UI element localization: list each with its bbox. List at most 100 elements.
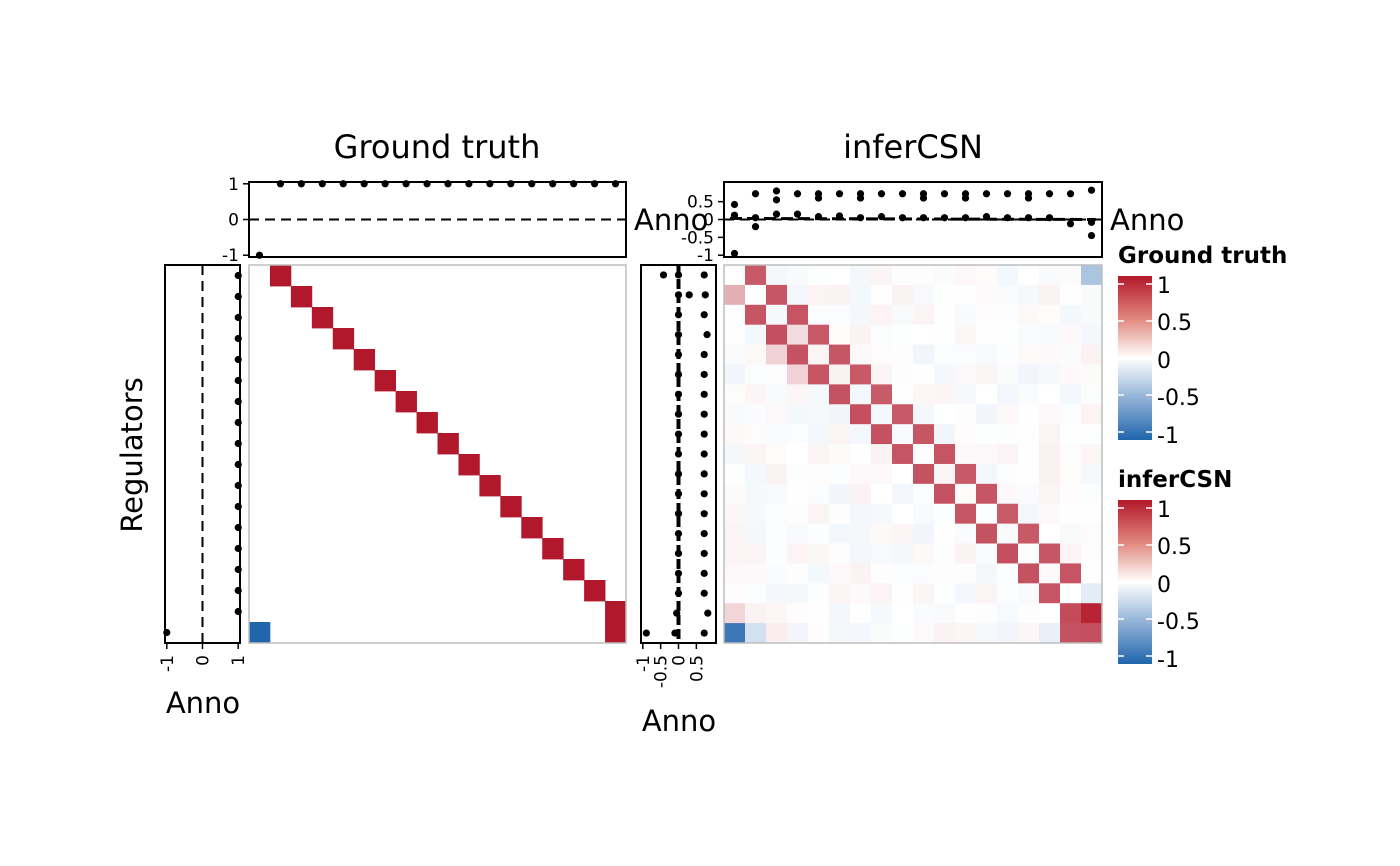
annotation-point — [674, 490, 683, 498]
annotation-point — [919, 194, 928, 202]
heatmap-cell — [829, 284, 851, 306]
heatmap-cell — [766, 304, 788, 326]
heatmap-cell — [955, 324, 977, 345]
heatmap-cell — [766, 483, 788, 505]
legend-label-1: 1 — [1157, 498, 1171, 523]
heatmap-cell — [1081, 523, 1103, 544]
heatmap-cell — [745, 483, 767, 505]
annotation-point — [642, 629, 650, 637]
heatmap-cell — [829, 623, 851, 644]
heatmap-cell — [976, 265, 998, 286]
heatmap-cell — [976, 284, 998, 306]
annotation-point — [835, 190, 844, 198]
top-annotation-frame — [248, 181, 627, 258]
heatmap-cell — [745, 424, 767, 445]
heatmap-cell — [913, 324, 935, 345]
heatmap-cell — [871, 483, 893, 505]
annotation-point — [685, 291, 693, 299]
tick-label: 0.5 — [687, 193, 714, 213]
heatmap-cell — [997, 424, 1019, 445]
legend-label-0.5: 0.5 — [1157, 535, 1192, 560]
heatmap-cell — [1039, 483, 1061, 505]
heatmap-cell — [1081, 304, 1103, 326]
heatmap-cell — [1018, 284, 1040, 306]
annotation-point — [674, 291, 683, 299]
heatmap-cell — [437, 433, 459, 455]
annotation-point — [772, 210, 781, 218]
heatmap-cell — [871, 304, 893, 326]
heatmap-cell — [934, 603, 956, 624]
heatmap-cell — [829, 344, 851, 365]
heatmap-cell — [1060, 444, 1082, 465]
legend-infercsn: inferCSN 1 0.5 0 -0.5 -1 — [1118, 467, 1232, 673]
heatmap-border — [723, 264, 1103, 644]
heatmap-cell — [1039, 404, 1061, 425]
heatmap-cell — [1060, 424, 1082, 445]
heatmap-cell — [892, 583, 914, 604]
legend-title-ground-truth: Ground truth — [1118, 243, 1287, 269]
heatmap-cell — [808, 404, 830, 425]
heatmap-cell — [808, 543, 830, 564]
heatmap-cell — [913, 424, 935, 445]
heatmap-cell — [871, 463, 893, 485]
annotation-point — [856, 194, 865, 202]
top-anno-label-infercsn: Anno — [1110, 203, 1184, 237]
heatmap-cell — [997, 304, 1019, 326]
annotation-point — [674, 470, 683, 478]
heatmap-cell — [787, 404, 809, 425]
heatmap-cell — [724, 623, 746, 644]
annotation-point — [234, 376, 242, 385]
heatmap-cell — [1081, 284, 1103, 306]
annotation-point — [360, 180, 368, 188]
annotation-point — [234, 586, 242, 595]
heatmap-cell — [808, 324, 830, 345]
heatmap-cell — [955, 424, 977, 445]
annotation-point — [234, 544, 242, 553]
legend-label-0: 0 — [1157, 573, 1171, 598]
annotation-point — [234, 523, 242, 532]
heatmap-cell — [850, 583, 872, 604]
heatmap-cell — [1018, 503, 1040, 525]
left-anno-label-ground-truth: Anno — [166, 686, 240, 720]
heatmap-cell — [787, 583, 809, 604]
heatmap-cell — [724, 603, 746, 624]
heatmap-cell — [1060, 563, 1082, 584]
heatmap-cell — [892, 463, 914, 485]
annotation-point — [674, 529, 683, 538]
heatmap-cell — [829, 324, 851, 345]
annotation-point — [234, 607, 242, 616]
annotation-point — [234, 565, 242, 574]
annotation-point — [674, 510, 683, 518]
heatmap-cell — [997, 483, 1019, 505]
heatmap-cell — [997, 603, 1019, 624]
heatmap-ground-truth — [248, 264, 627, 644]
heatmap-cell — [745, 503, 767, 525]
heatmap-cell — [934, 424, 956, 445]
heatmap-cell — [955, 583, 977, 604]
heatmap-cell — [1081, 364, 1103, 385]
heatmap-cell — [976, 344, 998, 365]
annotation-point — [1087, 231, 1096, 240]
heatmap-cell — [1081, 483, 1103, 505]
heatmap-cell — [871, 364, 893, 385]
heatmap-cell — [1039, 424, 1061, 445]
heatmap-cell — [416, 412, 438, 434]
heatmap-cell — [850, 483, 872, 505]
heatmap-cell — [787, 384, 809, 405]
heatmap-cell — [787, 324, 809, 345]
heatmap-cell — [479, 475, 501, 497]
heatmap-cell — [934, 583, 956, 604]
heatmap-cell — [724, 503, 746, 525]
heatmap-cell — [1018, 324, 1040, 345]
heatmap-cell — [1060, 603, 1082, 624]
annotation-point — [444, 180, 452, 188]
heatmap-cell — [892, 563, 914, 584]
legend-ground-truth: Ground truth 1 0.5 0 -0.5 -1 — [1118, 243, 1287, 449]
annotation-point — [673, 609, 681, 617]
heatmap-cell — [955, 543, 977, 564]
heatmap-cell — [955, 563, 977, 584]
heatmap-cell — [745, 265, 767, 286]
heatmap-cell — [892, 344, 914, 365]
top-anno-label-ground-truth: Anno — [634, 203, 708, 237]
heatmap-cell — [976, 523, 998, 544]
